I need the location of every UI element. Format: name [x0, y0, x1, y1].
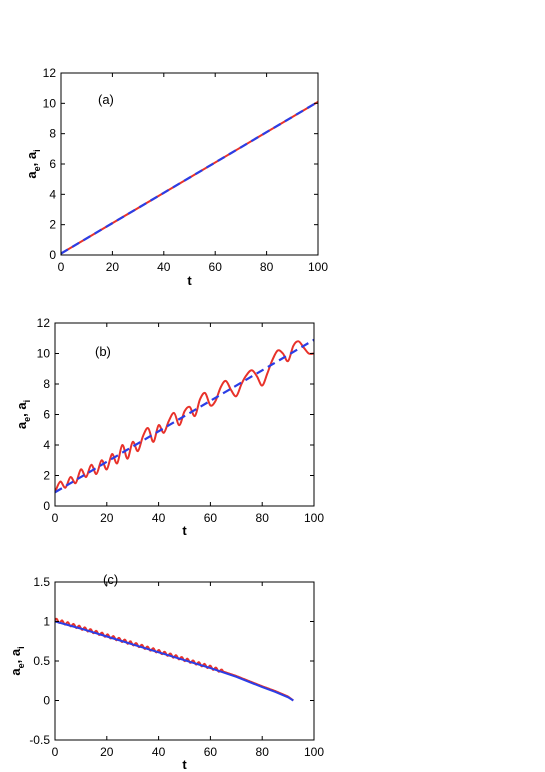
x-tick-label: 100 [304, 511, 324, 525]
series-line-electron [61, 100, 318, 255]
y-tick-label: 1.5 [33, 575, 50, 589]
y-axis-label-subscript: i [32, 149, 42, 152]
x-tick-label: 60 [209, 260, 223, 274]
y-tick-label: 8 [43, 377, 50, 391]
x-tick-label: 40 [157, 260, 171, 274]
x-tick-label: 100 [304, 745, 324, 759]
y-tick-label: 10 [37, 347, 51, 361]
y-axis-label-subscript: i [22, 400, 32, 403]
chart-panel-3: 0 20 40 60 80 100-0.500.511.5 (c)tae, ai [8, 572, 324, 772]
y-axis-label-part: a [24, 151, 39, 159]
y-tick-label: 2 [49, 218, 56, 232]
x-tick-label: 80 [256, 745, 270, 759]
y-tick-label: 4 [43, 438, 50, 452]
panel-label: (b) [95, 344, 111, 359]
x-tick-label: 0 [52, 511, 59, 525]
y-tick-label: 4 [49, 187, 56, 201]
x-tick-label: 60 [204, 511, 218, 525]
y-tick-label: -0.5 [29, 733, 50, 747]
y-axis-label-part: a [8, 668, 23, 676]
y-axis-label: ae, ai [8, 646, 26, 675]
series-line-ion [55, 620, 294, 702]
x-tick-label: 80 [260, 260, 274, 274]
x-tick-label: 20 [106, 260, 120, 274]
panel-label: (a) [98, 92, 114, 107]
y-axis-label-part: , [8, 656, 23, 663]
x-tick-label: 0 [52, 745, 59, 759]
x-axis-label: t [182, 523, 187, 538]
y-axis-label-subscript: i [16, 646, 26, 649]
y-axis-label-part: a [8, 648, 23, 656]
plot-frame [54, 322, 315, 507]
x-tick-label: 40 [152, 745, 166, 759]
y-axis-label-part: a [24, 171, 39, 179]
y-axis-label-part: a [14, 402, 29, 410]
panel-label: (c) [103, 572, 118, 587]
x-axis-label: t [187, 273, 192, 288]
x-tick-label: 0 [58, 260, 65, 274]
y-axis-label-subscript: e [22, 417, 32, 422]
y-axis-label-subscript: e [32, 166, 42, 171]
y-tick-label: 0 [49, 248, 56, 262]
x-tick-label: 40 [152, 511, 166, 525]
y-axis-label-part: a [14, 421, 29, 429]
y-tick-label: 6 [49, 157, 56, 171]
y-axis-label-subscript: e [16, 663, 26, 668]
x-axis-label: t [182, 757, 187, 772]
y-tick-label: 2 [43, 469, 50, 483]
y-axis-label: ae, ai [24, 149, 42, 178]
y-tick-label: 10 [43, 96, 57, 110]
y-tick-label: 12 [37, 316, 51, 330]
y-tick-label: 1 [43, 615, 50, 629]
y-tick-label: 6 [43, 408, 50, 422]
x-tick-label: 100 [308, 260, 328, 274]
y-tick-label: 0 [43, 694, 50, 708]
series-line-ion [55, 338, 314, 494]
x-tick-label: 60 [204, 745, 218, 759]
x-tick-label: 20 [100, 745, 114, 759]
y-tick-label: 0 [43, 499, 50, 513]
series-line-electron [55, 340, 314, 493]
x-tick-label: 20 [100, 511, 114, 525]
y-tick-label: 12 [43, 66, 57, 80]
y-axis-label-part: , [24, 159, 39, 166]
y-tick-label: 0.5 [33, 654, 50, 668]
y-axis-label-part: , [14, 410, 29, 417]
x-tick-label: 80 [256, 511, 270, 525]
y-axis-label: ae, ai [14, 400, 32, 429]
y-tick-label: 8 [49, 127, 56, 141]
